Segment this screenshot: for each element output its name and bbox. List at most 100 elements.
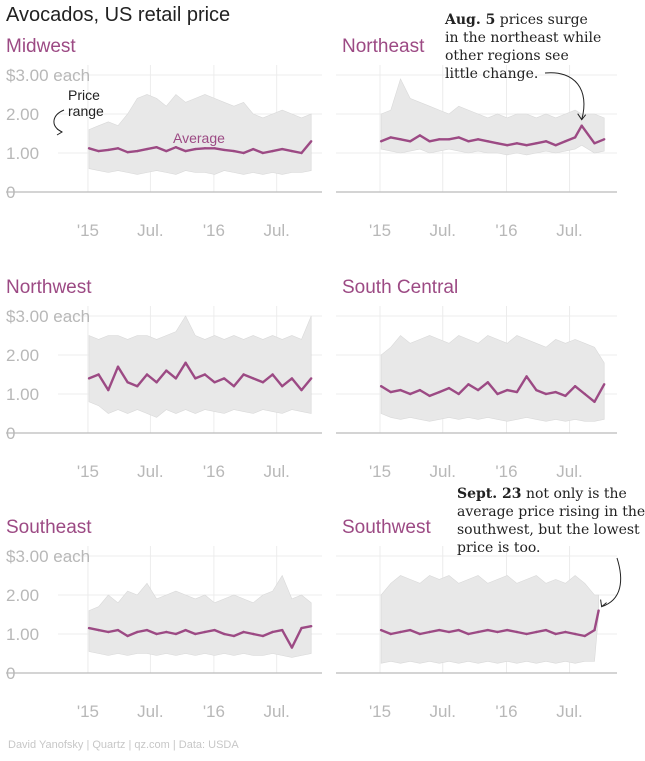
average-point: [310, 140, 313, 143]
average-point: [525, 144, 528, 147]
x-tick-label: '16: [495, 221, 517, 240]
panel-title: Midwest: [6, 36, 76, 57]
average-point: [573, 632, 577, 636]
average-point: [399, 388, 402, 392]
average-point: [496, 630, 499, 634]
average-point: [232, 385, 236, 388]
average-point: [223, 632, 226, 636]
x-tick-label: '16: [495, 702, 517, 721]
annotation-line: average price rising in the: [457, 504, 645, 520]
average-point: [389, 632, 392, 636]
average-point: [515, 630, 519, 634]
average-point: [184, 628, 187, 632]
annotation-date: Sept. 23: [457, 486, 522, 502]
average-point: [379, 385, 383, 388]
average-point: [165, 630, 168, 634]
average-point: [203, 373, 207, 376]
average-point: [506, 388, 509, 392]
x-tick-label: Jul.: [137, 702, 163, 721]
average-point: [126, 151, 129, 154]
average-point: [300, 151, 303, 155]
average-point: [242, 630, 245, 634]
average-point: [87, 626, 91, 630]
average-point: [87, 147, 91, 150]
price-range-band: [380, 335, 605, 422]
average-point: [593, 628, 596, 632]
price-range-arrowhead: [56, 128, 63, 136]
y-tick-label: 1.00: [6, 385, 39, 404]
annotation-line: southwest, but the lowest: [457, 522, 640, 538]
panel-southwest: Southwest '15 Jul. '16 Jul. Sept. 23 not only…: [336, 486, 645, 721]
y-tick-label: 2.00: [6, 346, 39, 365]
average-point: [252, 147, 255, 151]
x-tick-label: '15: [77, 462, 99, 481]
annotation-text: Sept. 23 not only is the: [457, 486, 627, 502]
average-point: [438, 628, 441, 632]
average-point: [145, 373, 149, 376]
average-point: [145, 628, 149, 632]
annotation-line: price is too.: [457, 540, 541, 556]
average-point: [476, 388, 480, 392]
x-tick-label: Jul.: [263, 462, 289, 481]
average-price-line: [380, 375, 606, 403]
average-point: [399, 138, 402, 141]
x-tick-label: Jul.: [263, 702, 289, 721]
average-point: [252, 632, 255, 636]
average-point: [281, 385, 284, 388]
average-point: [389, 136, 392, 139]
average-point: [203, 630, 207, 634]
average-point: [409, 628, 412, 632]
average-point: [271, 630, 274, 634]
average-point: [525, 375, 528, 378]
page-title: Avocados, US retail price: [6, 4, 231, 26]
average-point: [535, 388, 538, 392]
average-point: [126, 634, 129, 638]
average-point: [535, 142, 538, 145]
x-tick-label: '16: [203, 221, 225, 240]
average-point: [467, 383, 470, 386]
average-point: [409, 392, 412, 396]
average-point: [457, 136, 460, 139]
average-point: [290, 149, 294, 153]
x-tick-label: '15: [77, 702, 99, 721]
average-point: [213, 147, 216, 150]
average-point: [447, 630, 451, 634]
x-tick-label: Jul.: [263, 221, 289, 240]
annotation-date: Aug. 5: [444, 12, 495, 28]
average-point: [389, 390, 392, 394]
annotation-arrowhead: [600, 599, 607, 608]
average-point: [544, 628, 548, 632]
x-tick-label: Jul.: [429, 702, 455, 721]
average-price-line: [88, 140, 313, 155]
x-tick-label: '15: [369, 221, 391, 240]
average-point: [428, 630, 431, 634]
average-point: [213, 381, 216, 384]
annotation-line: prices surge: [495, 12, 587, 28]
average-point: [165, 149, 168, 153]
average-point: [525, 632, 528, 636]
average-point: [271, 373, 274, 376]
average-point: [486, 381, 489, 384]
average-point: [428, 394, 431, 398]
average-point: [155, 381, 158, 384]
average-point: [310, 625, 313, 628]
average-price-line: [380, 610, 600, 638]
average-point: [242, 373, 245, 376]
average-point: [573, 136, 577, 139]
x-tick-label: '15: [369, 462, 391, 481]
annotation-line: other regions see: [445, 48, 569, 64]
annotation-arrow: [601, 557, 622, 608]
average-point: [597, 609, 600, 612]
average-point: [174, 377, 178, 380]
average-point: [544, 140, 548, 143]
x-tick-label: Jul.: [429, 462, 455, 481]
average-point: [580, 124, 583, 127]
average-point: [232, 634, 236, 638]
average-point: [554, 632, 557, 636]
average-point: [165, 369, 168, 372]
average-price-line: [380, 124, 605, 147]
average-point: [496, 392, 499, 396]
panel-title: Northwest: [6, 277, 92, 298]
panel-title: Northeast: [342, 36, 425, 57]
